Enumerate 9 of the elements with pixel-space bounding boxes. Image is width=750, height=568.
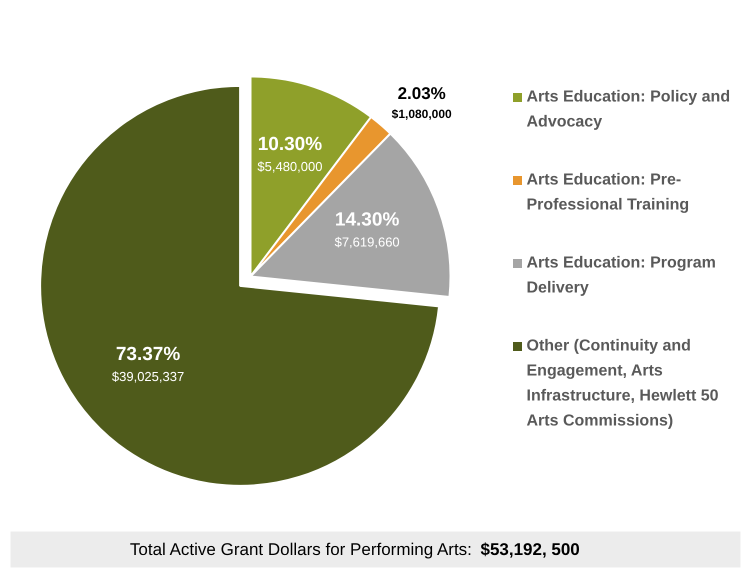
data-label: 14.30% $7,619,660 (334, 209, 400, 250)
data-label: 2.03% $1,080,000 (392, 84, 452, 121)
legend-label: Other (Continuity and Engagement, Arts Infrastructure, Hewlett 50 Arts Commissions) (526, 338, 719, 430)
legend-label: Arts Education: Program Delivery (526, 254, 716, 296)
legend-label: Arts Education: Pre-Professional Training (526, 172, 690, 214)
legend-label: Arts Education: Policy and Advocacy (526, 88, 730, 130)
data-label: 73.37% $39,025,337 (112, 344, 184, 384)
data-label: 10.30% $5,480,000 (257, 134, 322, 174)
text: Total Active Grant Dollars for Performing Arts: $53,192, 500 (130, 540, 580, 559)
